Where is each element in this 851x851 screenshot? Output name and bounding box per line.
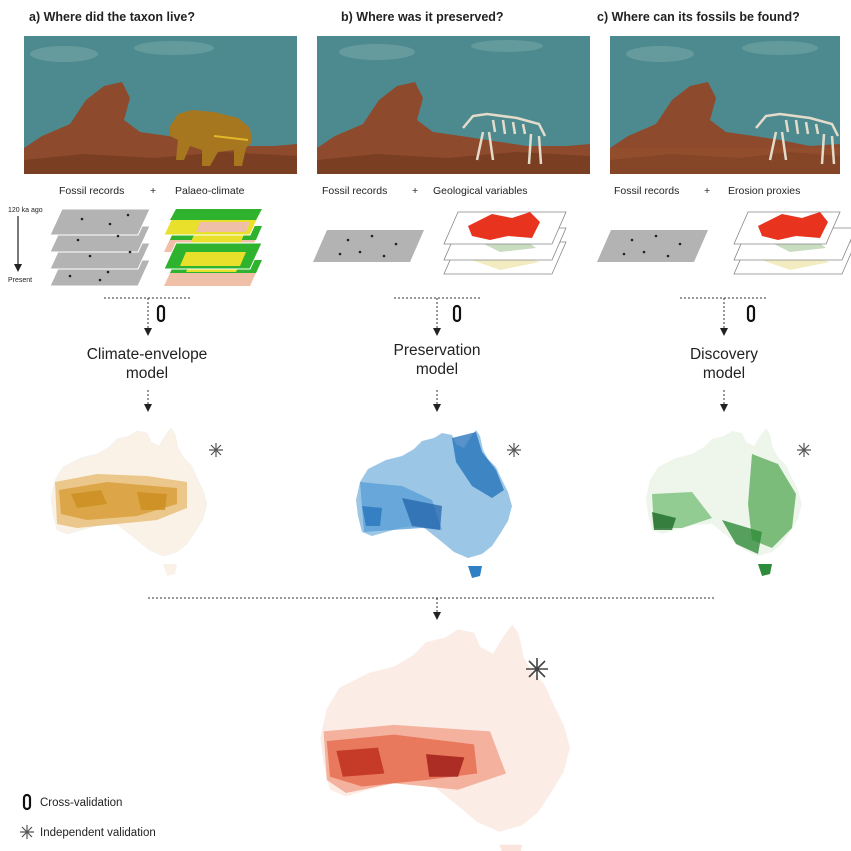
panel-b-input-fossil: Fossil records: [322, 185, 387, 197]
panel-c-input-fossil: Fossil records: [614, 185, 679, 197]
panel-a-model-line2: model: [126, 365, 168, 382]
panel-b-input-geology: Geological variables: [433, 185, 528, 197]
panel-b-plus: +: [412, 185, 418, 197]
scene-b-illustration: [317, 36, 590, 174]
independent-validation-icon: [797, 443, 811, 457]
panel-a-input-climate: Palaeo-climate: [175, 185, 245, 197]
panel-a-plus: +: [150, 185, 156, 197]
model-to-map-connectors: [147, 390, 725, 406]
panel-c-model-line2: model: [703, 365, 745, 382]
panel-b-model-line2: model: [416, 361, 458, 378]
scene-c-illustration: [610, 36, 840, 174]
panel-c-input-erosion: Erosion proxies: [728, 185, 800, 197]
animal-silhouette: [170, 110, 252, 166]
scene-a-illustration: [24, 36, 297, 174]
palaeo-climate-layers: [163, 208, 263, 286]
cross-validation-icon: [22, 793, 32, 811]
independent-validation-icon: [507, 443, 521, 457]
independent-validation-icon: [209, 443, 223, 457]
panel-a-model-line1: Climate-envelope: [87, 346, 208, 363]
cross-validation-icon: [452, 304, 462, 323]
timeline-top-label: 120 ka ago: [8, 207, 43, 214]
discovery-map: [646, 428, 802, 576]
panel-c-erosion-layers: [733, 211, 851, 275]
arrow-final: [433, 612, 441, 620]
merge-connectors-bottom: [148, 597, 714, 614]
legend: Cross-validation Independent validation: [20, 793, 156, 839]
panel-b-heading: b) Where was it preserved?: [341, 10, 504, 24]
panel-c-heading: c) Where can its fossils be found?: [597, 10, 800, 24]
independent-validation-icon: [20, 825, 34, 839]
panel-a-heading: a) Where did the taxon live?: [29, 10, 195, 24]
skeleton-figure-exposed: [755, 112, 840, 165]
panel-c-fossil-slice: [597, 230, 708, 262]
climate-envelope-map: [50, 427, 208, 576]
panel-c-plus: +: [704, 185, 710, 197]
combined-distribution-map: [320, 624, 570, 851]
arrow-a2: [144, 404, 152, 412]
skeleton-figure: [462, 112, 547, 165]
timeline-bottom-label: Present: [8, 277, 32, 284]
arrow-c2: [720, 404, 728, 412]
legend-independent-validation: Independent validation: [40, 827, 156, 839]
arrow-b2: [433, 404, 441, 412]
preservation-map: [356, 430, 512, 578]
cross-validation-icon: [746, 304, 756, 323]
independent-validation-icon: [526, 658, 548, 680]
panel-b-fossil-slice: [313, 230, 424, 262]
arrow-b1: [433, 328, 441, 336]
merge-connectors-top: [104, 297, 768, 330]
panel-b-model-line1: Preservation: [393, 342, 480, 359]
panel-a-input-fossil: Fossil records: [59, 185, 124, 197]
arrow-a1: [144, 328, 152, 336]
fossil-record-time-slices: [49, 208, 151, 287]
cross-validation-icon: [156, 304, 166, 323]
panel-c-model-line1: Discovery: [690, 346, 758, 363]
panel-b-geology-layers: [443, 211, 567, 275]
timeline-arrow-head: [14, 264, 22, 272]
arrow-c1: [720, 328, 728, 336]
legend-cross-validation: Cross-validation: [40, 797, 122, 809]
